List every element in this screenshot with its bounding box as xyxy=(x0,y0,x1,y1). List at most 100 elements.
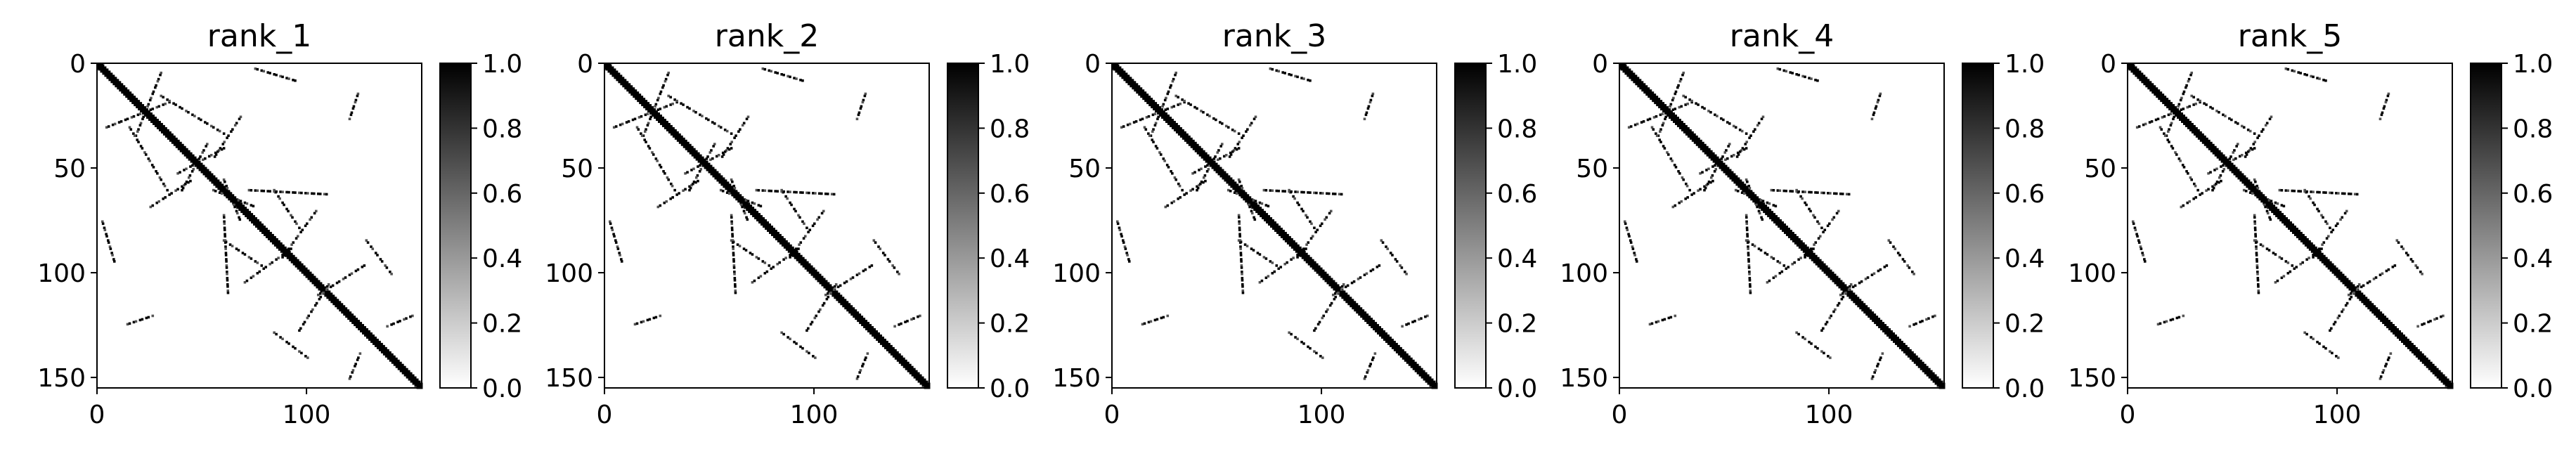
contact-cell xyxy=(1172,200,1176,203)
contact-cell xyxy=(799,79,802,82)
contact-cell xyxy=(1333,297,1336,301)
contact-cell xyxy=(1896,252,1900,254)
contact-cell xyxy=(765,270,769,273)
contact-cell xyxy=(1286,261,1288,264)
contact-cell xyxy=(870,264,874,267)
contact-cell xyxy=(611,228,614,232)
contact-cell xyxy=(1141,117,1144,121)
contact-cell xyxy=(1745,239,1748,242)
contact-cell xyxy=(1829,192,1832,195)
contact-cell xyxy=(1238,239,1242,242)
contact-cell xyxy=(1664,117,1666,121)
contact-cell xyxy=(2136,235,2139,238)
contact-cell xyxy=(1166,108,1170,110)
contact-cell xyxy=(2139,245,2142,248)
contact-cell xyxy=(254,67,257,70)
contact-cell xyxy=(1309,237,1313,240)
contact-cell xyxy=(1127,260,1131,263)
contact-cell xyxy=(1745,147,1748,150)
contact-cell xyxy=(1684,96,1687,99)
contact-cell xyxy=(1661,318,1664,322)
contact-cell xyxy=(2278,256,2281,259)
contact-cell xyxy=(292,191,295,194)
contact-cell xyxy=(1818,222,1820,226)
contact-cell xyxy=(2255,260,2258,263)
contact-cell xyxy=(1296,256,1299,259)
contact-cell xyxy=(2171,318,2175,321)
contact-cell xyxy=(2393,264,2397,267)
contact-cell xyxy=(2177,316,2181,319)
contact-cell xyxy=(2257,291,2260,294)
contact-cell xyxy=(1115,220,1119,223)
contact-cell xyxy=(262,267,266,271)
contact-cell xyxy=(715,155,718,158)
contact-cell xyxy=(1770,256,1773,259)
contact-cell xyxy=(2168,128,2170,131)
contact-cell xyxy=(839,284,842,287)
contact-cell xyxy=(2322,241,2326,244)
contact-cell xyxy=(212,126,215,129)
x-tick-label: 100 xyxy=(1805,401,1853,429)
contact-cell xyxy=(301,228,304,232)
contact-cell xyxy=(1748,136,1751,139)
contact-cell xyxy=(2228,157,2232,160)
contact-cell xyxy=(1181,98,1184,101)
contact-cell xyxy=(1736,151,1740,155)
contact-cell xyxy=(108,245,112,248)
contact-cell xyxy=(694,110,697,114)
contact-cell xyxy=(2253,226,2257,230)
contact-cell xyxy=(1721,155,1724,158)
contact-cell xyxy=(281,75,284,79)
contact-cell xyxy=(331,284,335,287)
contact-cell xyxy=(659,314,662,318)
contact-cell xyxy=(1747,258,1750,261)
contact-cell xyxy=(784,257,787,259)
contact-cell xyxy=(1152,128,1155,131)
contact-cell xyxy=(1166,204,1170,207)
contact-cell xyxy=(2299,72,2302,74)
contact-cell xyxy=(141,117,144,121)
contact-cell xyxy=(861,100,865,104)
contact-cell xyxy=(304,224,307,228)
contact-cell xyxy=(2416,266,2419,269)
contact-cell xyxy=(1827,222,1831,226)
contact-cell xyxy=(1159,153,1163,156)
heatmap-cells xyxy=(1619,63,1946,389)
contact-cell xyxy=(1254,200,1257,202)
contact-cell xyxy=(327,283,330,286)
contact-cell xyxy=(2264,124,2267,127)
contact-cell xyxy=(220,148,224,151)
contact-cell xyxy=(2331,191,2334,195)
contact-cell xyxy=(2182,92,2185,96)
colorbar-frame xyxy=(439,63,472,389)
contact-cell xyxy=(1648,117,1652,121)
contact-cell xyxy=(1250,209,1253,213)
contact-cell xyxy=(755,256,758,259)
contact-cell xyxy=(1822,230,1825,234)
contact-cell xyxy=(126,323,129,326)
contact-cell xyxy=(1200,180,1203,183)
contact-cell xyxy=(198,117,200,120)
contact-cell xyxy=(225,260,228,263)
contact-cell xyxy=(1666,111,1669,115)
contact-cell xyxy=(1847,193,1851,196)
contact-cell xyxy=(139,145,143,148)
contact-cell xyxy=(1760,216,1763,219)
contact-cell xyxy=(2255,258,2258,261)
contact-cell xyxy=(194,164,198,167)
contact-cell xyxy=(352,105,356,108)
contact-cell xyxy=(1245,245,1249,247)
contact-cell xyxy=(136,130,139,133)
contact-cell xyxy=(1876,100,1879,104)
contact-cell xyxy=(309,218,311,221)
contact-cell xyxy=(1748,186,1752,190)
contact-cell xyxy=(1746,241,1749,244)
contact-cell xyxy=(1659,128,1662,131)
contact-cell xyxy=(1845,290,1849,292)
contact-cell xyxy=(2169,112,2173,115)
contact-cell xyxy=(881,252,885,254)
contact-cell xyxy=(2385,98,2388,102)
contact-cell xyxy=(782,258,785,261)
contact-cell xyxy=(1363,273,1366,276)
contact-cell xyxy=(2423,322,2426,325)
